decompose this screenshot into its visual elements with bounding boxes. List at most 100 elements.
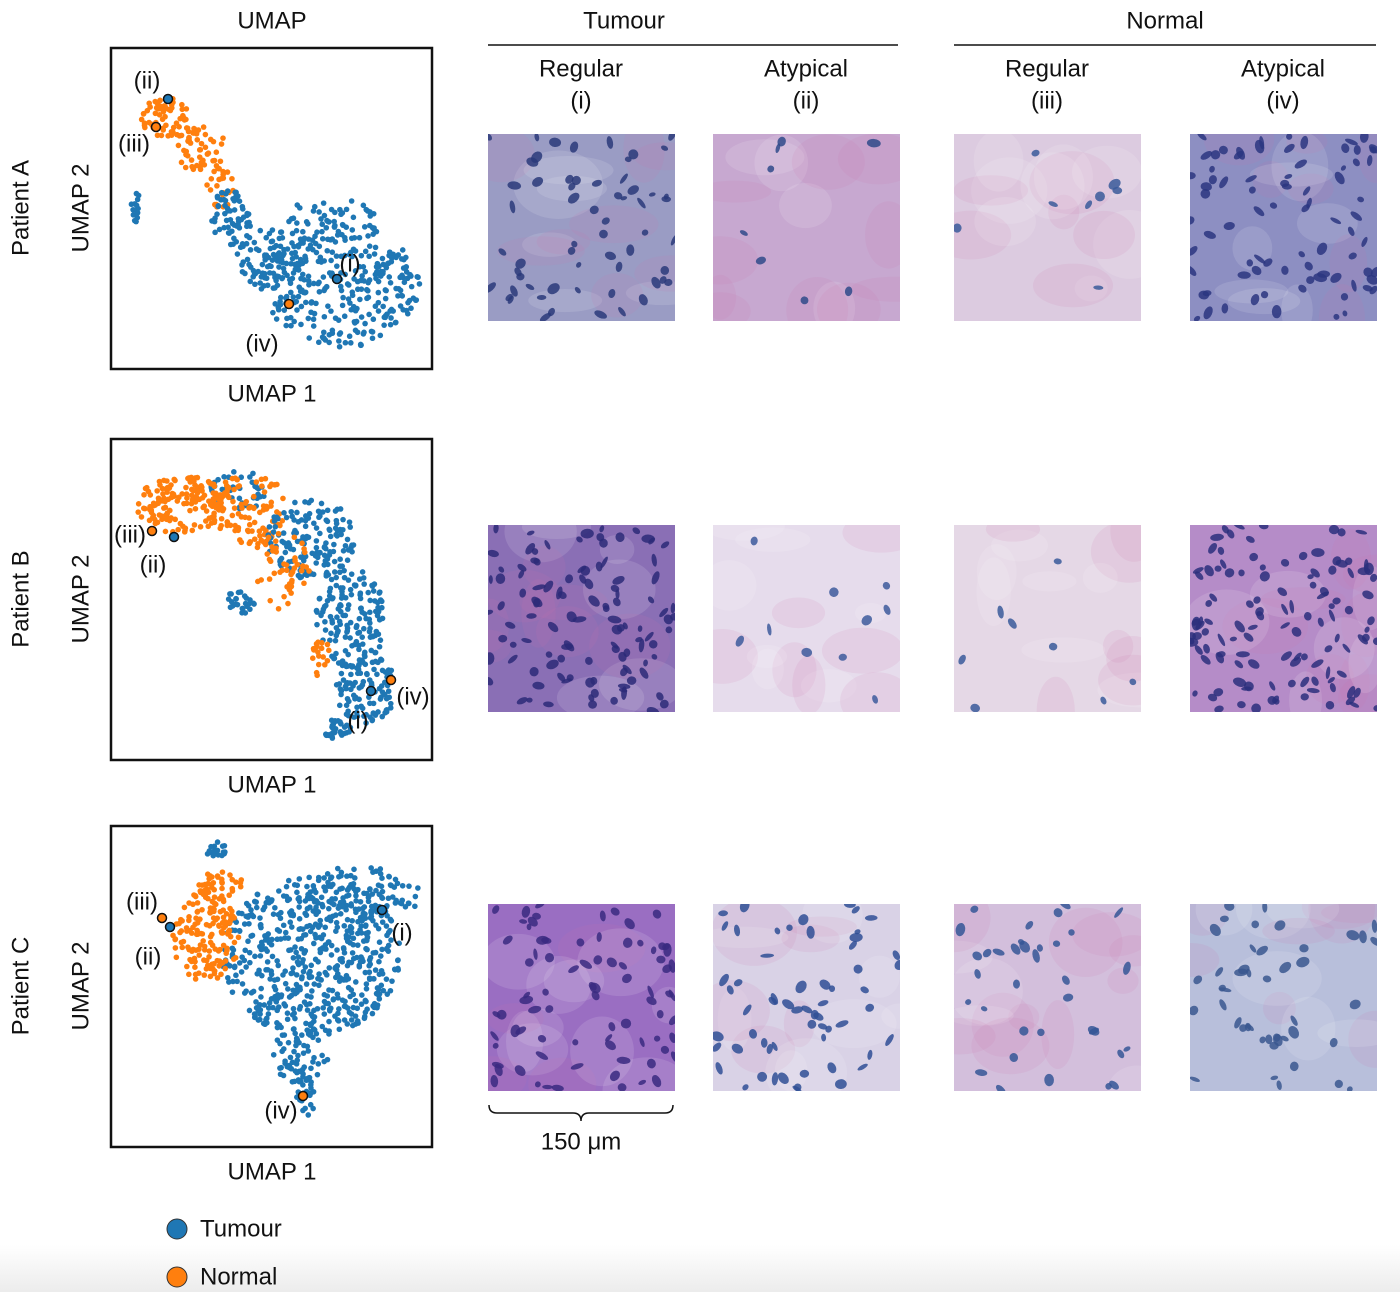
- tile-texture: [1190, 942, 1220, 978]
- umap-point: [329, 327, 336, 334]
- umap-point: [234, 978, 240, 985]
- nucleus: [532, 912, 541, 920]
- umap-point: [385, 688, 392, 695]
- umap-point: [328, 630, 334, 637]
- nucleus: [1254, 254, 1266, 264]
- nucleus: [1271, 305, 1282, 319]
- tile-texture: [522, 232, 578, 257]
- umap-point: [307, 1081, 314, 1088]
- umap-point: [366, 311, 372, 318]
- umap-point: [394, 957, 401, 964]
- umap-point: [337, 569, 343, 576]
- tile-bg: [954, 134, 1141, 321]
- nucleus: [580, 528, 594, 539]
- umap-point: [324, 597, 331, 604]
- umap-point: [321, 544, 328, 551]
- umap-point: [241, 957, 248, 964]
- umap-point: [387, 321, 394, 328]
- nucleus: [1224, 904, 1235, 911]
- umap-point: [266, 524, 273, 530]
- umap-point: [369, 716, 376, 723]
- umap-point: [231, 207, 238, 213]
- nucleus: [557, 672, 566, 682]
- nucleus: [1249, 944, 1257, 953]
- subcolumn-sub: (iv): [1266, 87, 1299, 114]
- umap-point: [299, 271, 306, 278]
- umap-point: [242, 947, 249, 954]
- legend-swatch: [166, 1218, 188, 1240]
- umap-point: [305, 1048, 312, 1054]
- nucleus: [1306, 276, 1315, 284]
- nucleus: [742, 1004, 752, 1016]
- umap-point: [233, 879, 239, 885]
- umap-point: [304, 1043, 311, 1050]
- umap-point: [323, 517, 330, 523]
- umap-point: [258, 577, 265, 583]
- nucleus: [1007, 618, 1017, 629]
- nucleus: [488, 677, 494, 686]
- umap-point: [338, 670, 345, 677]
- umap-point: [190, 901, 196, 908]
- umap-point: [265, 1011, 272, 1017]
- tile-texture: [1297, 203, 1358, 244]
- umap-point: [358, 314, 365, 320]
- nucleus: [1324, 645, 1333, 653]
- umap-point: [222, 490, 228, 496]
- histology-image: [954, 134, 1141, 321]
- umap-point: [253, 479, 260, 485]
- umap-point: [253, 904, 260, 911]
- nucleus: [1017, 939, 1025, 945]
- umap-point: [173, 120, 180, 126]
- nucleus: [643, 659, 648, 667]
- umap-point: [273, 514, 280, 521]
- nucleus: [750, 536, 758, 546]
- nucleus: [800, 296, 809, 305]
- tile-texture: [954, 904, 991, 953]
- umap-point: [320, 1005, 327, 1011]
- umap-point: [415, 885, 421, 891]
- nucleus: [1288, 1026, 1300, 1039]
- umap-point: [367, 609, 373, 616]
- nucleus: [534, 1081, 541, 1088]
- umap-point: [283, 514, 290, 521]
- nucleus: [651, 1075, 662, 1088]
- umap-point: [195, 931, 201, 937]
- nucleus: [849, 932, 863, 942]
- umap-point: [377, 637, 384, 643]
- nucleus: [1279, 961, 1292, 974]
- nucleus: [1246, 259, 1254, 267]
- umap-point: [378, 683, 385, 689]
- umap-point: [386, 873, 392, 880]
- umap-point: [329, 236, 336, 242]
- umap-point: [227, 905, 233, 912]
- umap-point: [284, 897, 291, 904]
- umap-point: [318, 645, 325, 652]
- nucleus: [1328, 565, 1337, 575]
- umap-point: [321, 313, 328, 320]
- nucleus: [1213, 688, 1224, 697]
- nucleus: [659, 607, 669, 618]
- nucleus: [607, 615, 622, 624]
- umap-point: [290, 965, 296, 971]
- umap-point: [245, 914, 251, 920]
- umap-point: [321, 329, 327, 336]
- umap-point: [345, 886, 351, 893]
- umap-point: [277, 294, 284, 301]
- nucleus: [786, 924, 793, 931]
- umap-point: [297, 1003, 304, 1010]
- nucleus: [488, 575, 493, 584]
- umap-point: [361, 1015, 368, 1022]
- umap-point: [256, 509, 263, 516]
- umap-point: [313, 560, 320, 566]
- umap-point: [334, 506, 341, 513]
- nucleus: [651, 571, 660, 585]
- nucleus: [851, 906, 860, 914]
- nucleus: [1296, 956, 1310, 968]
- umap-point: [281, 509, 287, 516]
- umap-point: [285, 986, 291, 992]
- umap-point: [214, 211, 220, 217]
- nucleus: [828, 985, 836, 993]
- tile-texture: [591, 273, 644, 318]
- nucleus: [1361, 633, 1370, 642]
- umap-point: [353, 624, 360, 631]
